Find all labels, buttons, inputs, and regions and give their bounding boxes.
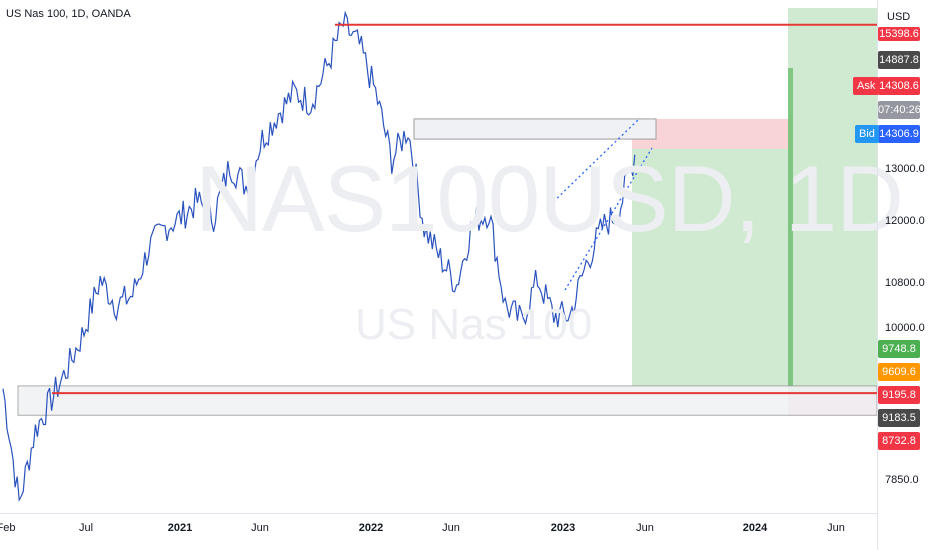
time-tick: Jun <box>827 522 845 534</box>
price-axis-divider <box>877 0 878 550</box>
currency-label[interactable]: USD <box>887 11 911 23</box>
target-zone <box>632 149 792 386</box>
time-tick-year: 2023 <box>550 522 576 534</box>
time-tick-year: 2024 <box>742 522 768 534</box>
ask-tag: Ask <box>853 77 880 95</box>
time-tick-year: 2022 <box>358 522 384 534</box>
channel-upper-line <box>549 117 641 206</box>
name-watermark: US Nas 100 <box>355 300 593 349</box>
time-tick: Feb <box>0 522 16 534</box>
countdown-label: 07:40:26 <box>878 101 921 119</box>
price-label-stop: 9195.8 <box>878 386 920 404</box>
price-tick: 12000.0 <box>885 215 925 227</box>
price-label-low: 8732.8 <box>878 432 920 450</box>
time-tick: Jun <box>636 522 654 534</box>
ask-price-label: 14308.6 <box>878 77 920 95</box>
symbol-watermark: NAS100USD, 1D <box>195 146 904 251</box>
time-tick: Jun <box>442 522 460 534</box>
stop-zone <box>632 118 792 150</box>
bid-price-label: 14306.9 <box>878 125 920 143</box>
time-axis-divider <box>0 513 877 514</box>
price-tick: 13000.0 <box>885 163 925 175</box>
time-tick: Jul <box>78 522 94 534</box>
target-zone-extended <box>788 8 877 394</box>
price-label-level: 9609.6 <box>878 363 920 381</box>
price-label-zone-bottom: 9183.5 <box>878 409 920 427</box>
supply-zone <box>413 118 657 140</box>
price-tick: 7850.0 <box>885 474 919 486</box>
price-line <box>2 10 636 502</box>
time-tick-year: 2021 <box>167 522 193 534</box>
demand-zone <box>17 385 878 416</box>
bid-tag: Bid <box>855 125 879 143</box>
price-tick: 10000.0 <box>885 322 925 334</box>
time-tick: Jun <box>251 522 269 534</box>
position-edge <box>788 68 793 386</box>
price-label-target: 9748.8 <box>878 340 920 358</box>
price-label-high: 15398.6 <box>878 27 920 41</box>
price-label-stop-zone: 14887.8 <box>878 51 920 69</box>
chart-title: US Nas 100, 1D, OANDA <box>6 8 131 20</box>
price-tick: 10800.0 <box>885 277 925 289</box>
